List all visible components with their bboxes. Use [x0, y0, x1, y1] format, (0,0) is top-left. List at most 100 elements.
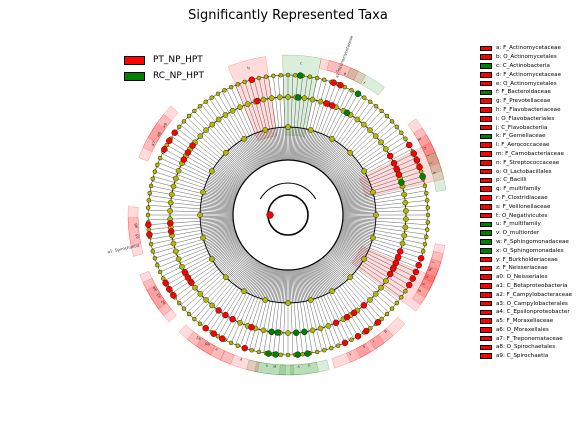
node-140-321 — [197, 103, 203, 109]
taxon-node-s-140 — [354, 333, 362, 340]
branch-outer-48 — [375, 224, 428, 230]
branch-outer-93 — [273, 302, 279, 355]
taxa-legend-swatch — [480, 335, 492, 342]
branch-outer-33 — [368, 157, 416, 180]
branch-outer-74 — [334, 289, 363, 334]
branch-outer-100 — [239, 297, 259, 347]
taxa-legend-label: u: F_multifamily — [496, 221, 541, 228]
taxa-legend-swatch — [480, 177, 492, 184]
branch-inner-36 — [320, 143, 340, 171]
branch-inner-265 — [200, 219, 234, 223]
branch-inner-86 — [342, 208, 376, 212]
branch-inner-68 — [338, 181, 370, 195]
node-118-128 — [378, 284, 384, 291]
taxa-legend-label: a4: C_Epsilonproteobacter — [496, 309, 570, 316]
branch-outer-136 — [148, 209, 201, 213]
branch-inner-60 — [335, 170, 365, 188]
node-140-255 — [150, 249, 155, 254]
node-140-300 — [164, 142, 169, 148]
branch-outer-43 — [375, 205, 428, 210]
branch-inner-230 — [220, 250, 246, 272]
branch-inner-337 — [253, 133, 267, 165]
node-88-75 — [370, 189, 376, 196]
clade-sector-d — [318, 58, 359, 81]
taxa-legend-label: v: O_multiorder — [496, 230, 540, 237]
branch-outer-42 — [375, 200, 428, 206]
clade-sector-h — [413, 127, 440, 167]
branch-inner-264 — [200, 220, 234, 225]
branch-inner-166 — [301, 268, 310, 301]
taxa-legend-label: e: O_Actinomycetales — [496, 80, 557, 87]
taxa-legend-label: b: O_Actinomycetales — [496, 54, 557, 61]
branch-outer-26 — [357, 128, 399, 161]
node-140-324 — [203, 99, 208, 104]
taxon-node-a6-140 — [145, 221, 152, 228]
taxa-legend-entry: m: F_Carnobacteriaceae — [480, 150, 572, 159]
node-140-204 — [228, 340, 234, 346]
node-118-340 — [244, 101, 251, 107]
node-140-135 — [384, 311, 390, 317]
branch-outer-115 — [180, 271, 221, 306]
branch-inner-93 — [342, 217, 376, 220]
node-140-192 — [256, 349, 262, 355]
branch-inner-211 — [242, 262, 260, 291]
branch-inner-259 — [201, 225, 235, 232]
branch-outer-84 — [306, 301, 318, 352]
branch-inner-50 — [330, 158, 356, 180]
taxon-node-u-140 — [304, 350, 311, 357]
taxon-node-w-118 — [274, 329, 281, 336]
branch-inner-359 — [286, 127, 288, 161]
taxa-legend-label: h: F_Flavobacteriaceae — [496, 106, 561, 113]
branch-inner-102 — [341, 226, 375, 234]
branch-outer-70 — [344, 282, 379, 323]
taxa-legend-swatch — [480, 300, 492, 307]
node-118-136 — [367, 297, 373, 303]
branch-outer-92 — [278, 302, 283, 355]
branch-inner-65 — [337, 177, 368, 192]
branch-outer-36 — [371, 171, 422, 188]
branch-outer-13 — [326, 89, 350, 136]
branch-outer-50 — [374, 230, 426, 240]
branch-inner-278 — [200, 202, 234, 208]
sector-label-w: w — [272, 364, 276, 369]
branch-inner-57 — [334, 166, 362, 186]
node-118-12 — [309, 96, 316, 103]
branch-inner-188 — [275, 269, 281, 303]
branch-outer-166 — [222, 91, 247, 138]
node-88-330 — [241, 135, 247, 142]
branch-inner-222 — [228, 255, 252, 281]
branch-inner-294 — [207, 179, 238, 193]
node-140-78 — [422, 183, 428, 189]
branch-inner-279 — [201, 201, 234, 207]
sector-label-z: z — [214, 347, 218, 352]
branch-outer-56 — [369, 247, 418, 268]
clade-sector-a7 — [138, 122, 166, 162]
node-140-327 — [209, 95, 214, 100]
taxon-node-r-118 — [350, 309, 358, 317]
branch-outer-35 — [370, 166, 420, 186]
branch-inner-330 — [243, 138, 261, 168]
taxa-legend-label: a5: F_Moraxellaceae — [496, 318, 554, 325]
branch-inner-209 — [245, 263, 262, 293]
branch-inner-151 — [314, 263, 331, 293]
node-140-153 — [349, 337, 354, 342]
node-118-100 — [401, 232, 408, 239]
branch-outer-156 — [183, 121, 223, 157]
taxon-node-q-140 — [374, 319, 382, 326]
branch-outer-105 — [217, 291, 245, 337]
branch-inner-73 — [340, 189, 373, 200]
branch-inner-37 — [320, 144, 342, 172]
clade-sector-i — [417, 134, 443, 174]
branch-inner-145 — [319, 259, 339, 288]
taxa-legend-label: s: F_Veillonellaceae — [496, 203, 551, 210]
branch-inner-45 — [326, 152, 351, 177]
branch-inner-78 — [341, 196, 375, 204]
branch-inner-131 — [329, 250, 355, 273]
node-88-120 — [361, 256, 368, 262]
clade-sector-j — [358, 142, 445, 198]
node-140-210 — [215, 334, 221, 339]
branch-outer-49 — [375, 227, 427, 235]
branch-outer-137 — [148, 205, 201, 210]
branch-outer-83 — [309, 300, 323, 351]
taxa-legend-entry: z: F_Neisseriaceae — [480, 264, 572, 273]
